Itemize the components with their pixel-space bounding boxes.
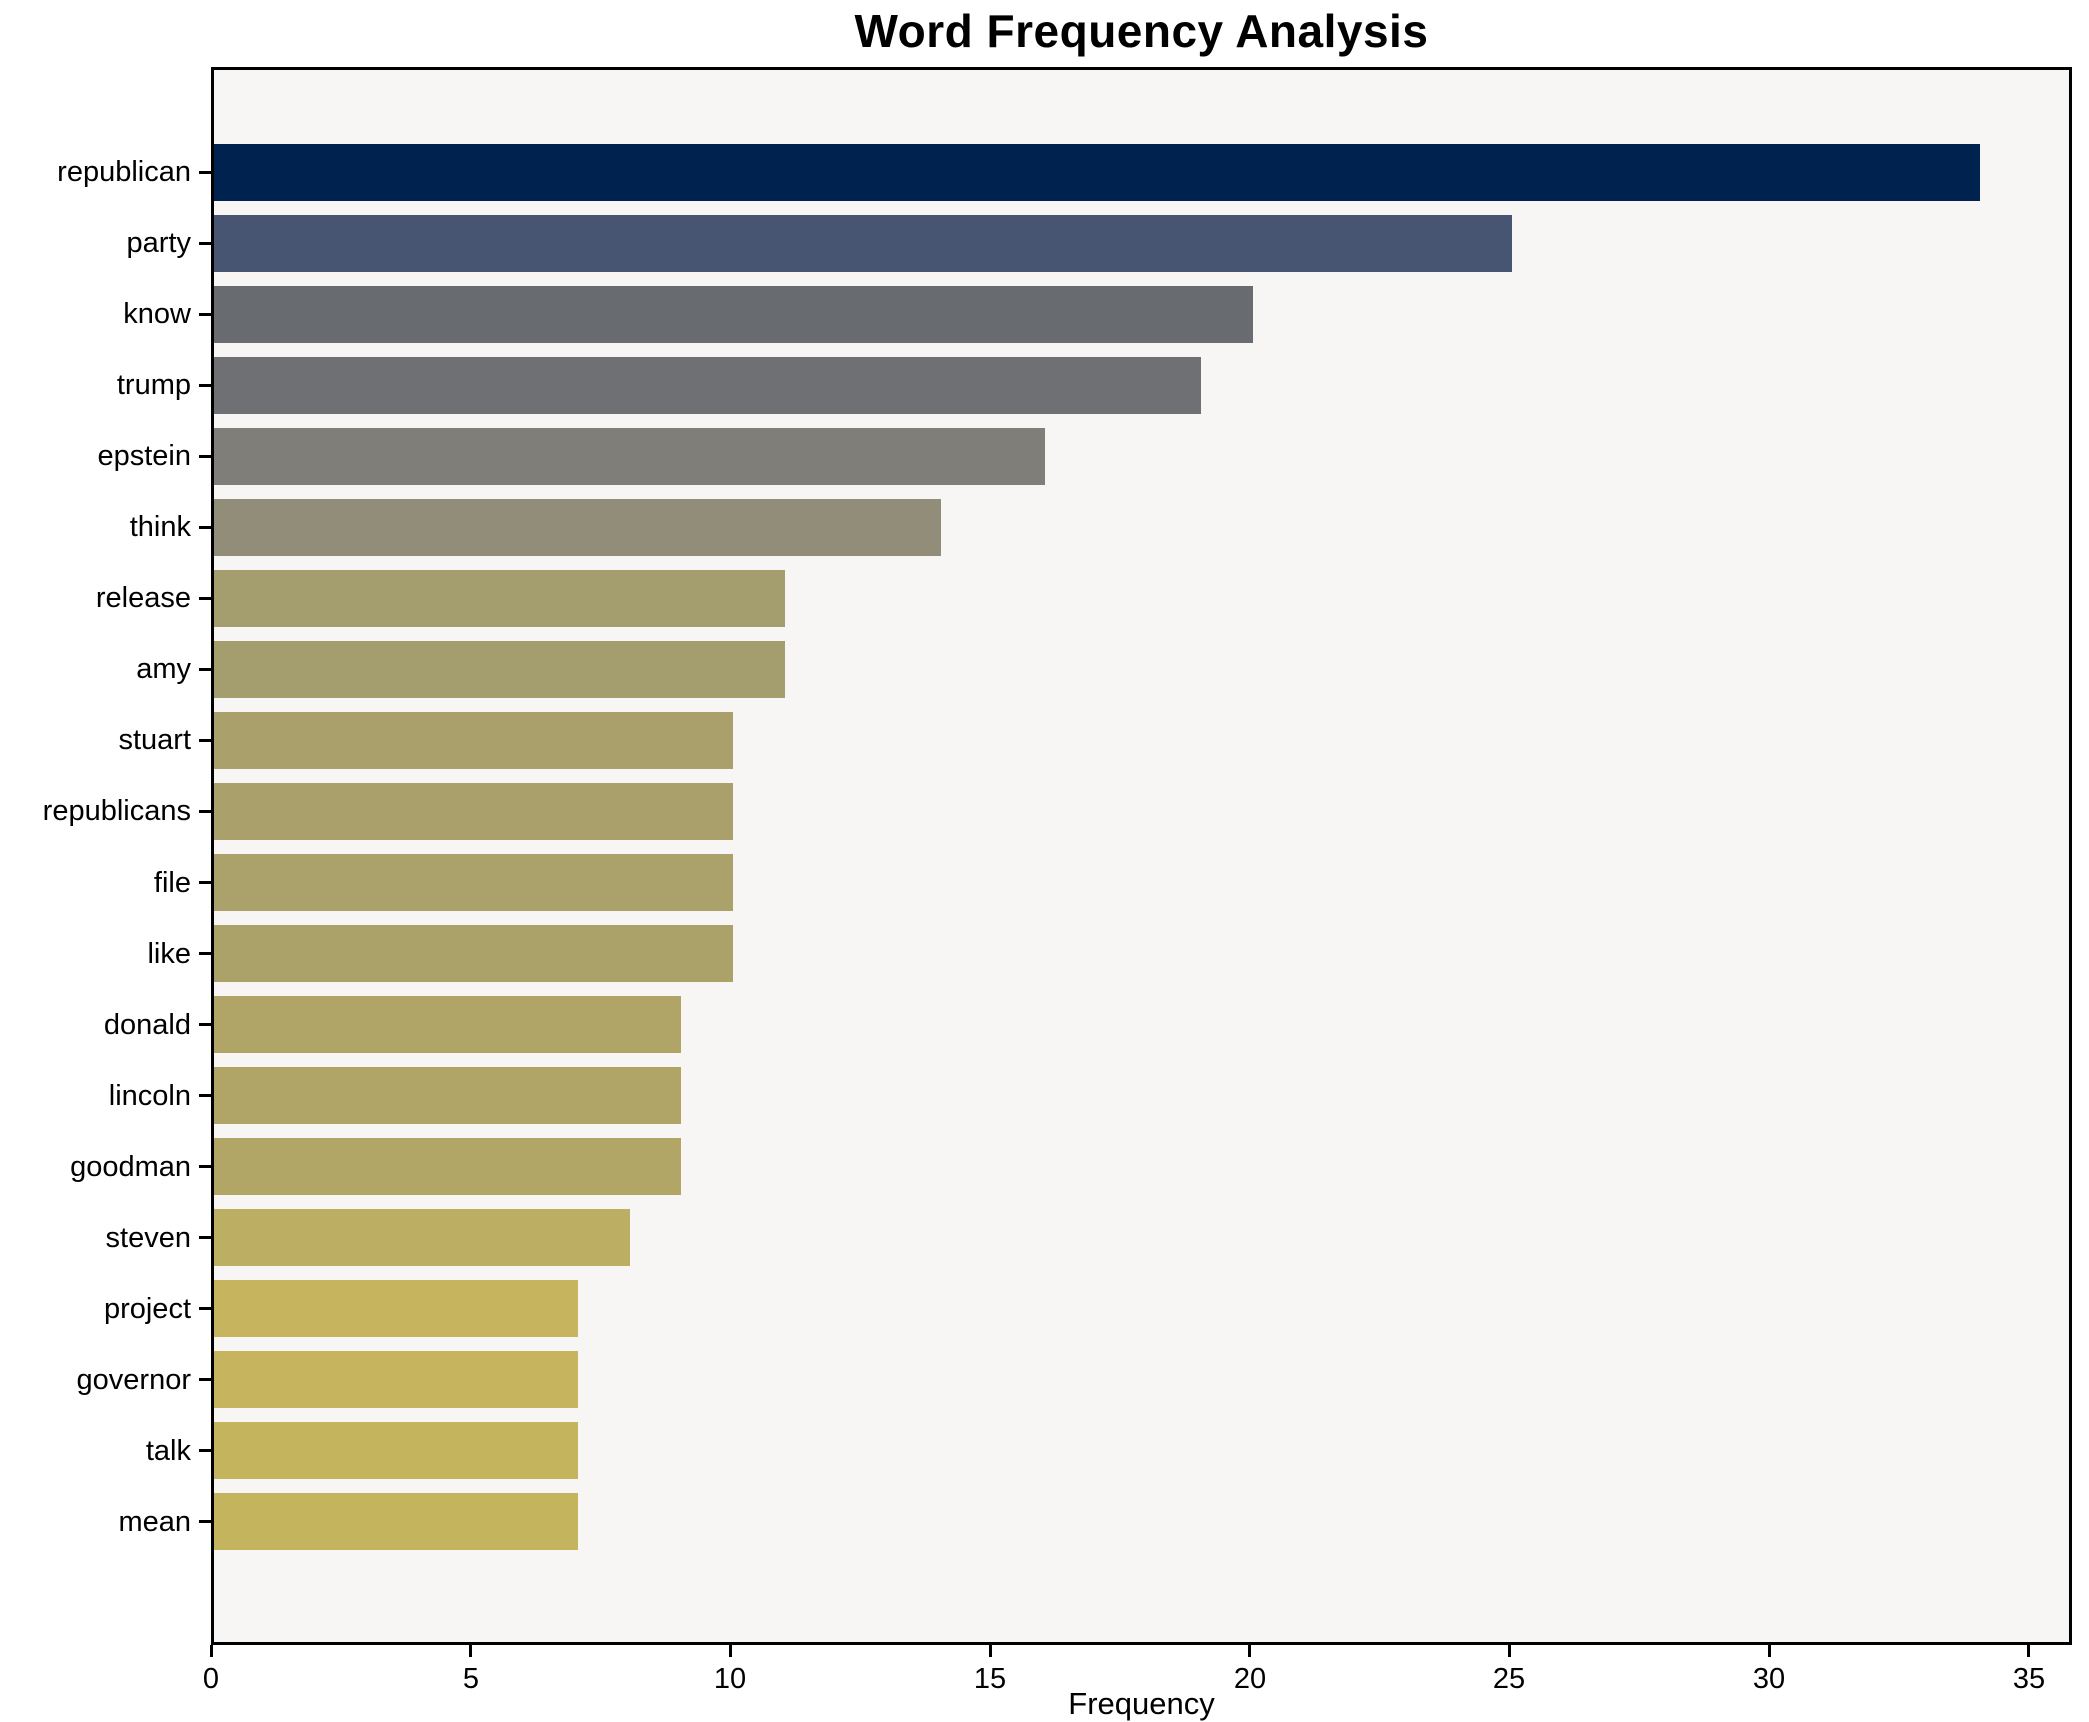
x-tick-mark xyxy=(989,1645,992,1657)
bar-know xyxy=(214,285,1253,343)
bar-republicans xyxy=(214,782,733,840)
x-tick-mark xyxy=(210,1645,213,1657)
y-tick-mark xyxy=(199,1520,211,1523)
bar-like xyxy=(214,925,733,983)
x-tick-mark xyxy=(469,1645,472,1657)
x-tick-mark xyxy=(1508,1645,1511,1657)
chart-title: Word Frequency Analysis xyxy=(854,5,1429,57)
y-tick-mark xyxy=(199,668,211,671)
y-tick-label-like: like xyxy=(147,938,191,970)
y-tick-mark xyxy=(199,1449,211,1452)
bar-governor xyxy=(214,1351,578,1409)
y-tick-label-project: project xyxy=(103,1293,191,1325)
x-tick-label-15: 15 xyxy=(973,1663,1007,1695)
bar-project xyxy=(214,1280,578,1338)
bar-donald xyxy=(214,996,681,1054)
y-tick-label-republican: republican xyxy=(57,156,191,188)
y-tick-label-trump: trump xyxy=(116,369,191,401)
x-tick-label-20: 20 xyxy=(1233,1663,1267,1695)
y-tick-label-governor: governor xyxy=(76,1364,191,1396)
y-tick-mark xyxy=(199,597,211,600)
y-tick-mark xyxy=(199,739,211,742)
y-tick-label-lincoln: lincoln xyxy=(108,1080,191,1112)
bar-stuart xyxy=(214,711,733,769)
y-tick-mark xyxy=(199,810,211,813)
bar-goodman xyxy=(214,1138,681,1196)
y-tick-label-mean: mean xyxy=(118,1506,191,1538)
y-tick-mark xyxy=(199,1023,211,1026)
y-tick-mark xyxy=(199,171,211,174)
bar-file xyxy=(214,854,733,911)
y-tick-mark xyxy=(199,1307,211,1310)
y-tick-label-epstein: epstein xyxy=(97,440,191,472)
x-tick-mark xyxy=(729,1645,732,1657)
plot-area xyxy=(211,67,2072,1645)
x-tick-label-35: 35 xyxy=(2012,1663,2046,1695)
y-tick-mark xyxy=(199,384,211,387)
x-tick-mark xyxy=(1768,1645,1771,1657)
x-tick-label-25: 25 xyxy=(1492,1663,1526,1695)
bar-mean xyxy=(214,1493,578,1551)
y-tick-mark xyxy=(199,1094,211,1097)
x-tick-label-5: 5 xyxy=(462,1663,480,1695)
x-tick-label-30: 30 xyxy=(1752,1663,1786,1695)
bar-release xyxy=(214,569,785,627)
y-tick-mark xyxy=(199,881,211,884)
bar-republican xyxy=(214,143,1980,201)
y-tick-label-know: know xyxy=(123,298,191,330)
y-tick-mark xyxy=(199,1165,211,1168)
y-tick-label-party: party xyxy=(126,227,191,259)
bar-party xyxy=(214,214,1512,272)
y-tick-label-steven: steven xyxy=(105,1222,191,1254)
x-axis-label: Frequency xyxy=(1068,1686,1215,1721)
x-tick-mark xyxy=(2027,1645,2030,1657)
y-tick-label-amy: amy xyxy=(136,653,191,685)
y-tick-label-donald: donald xyxy=(103,1009,191,1041)
y-tick-label-talk: talk xyxy=(145,1435,191,1467)
y-tick-label-file: file xyxy=(153,867,191,899)
y-tick-label-goodman: goodman xyxy=(70,1151,191,1183)
y-tick-mark xyxy=(199,242,211,245)
y-tick-label-stuart: stuart xyxy=(118,724,191,756)
y-tick-mark xyxy=(199,313,211,316)
x-tick-mark xyxy=(1248,1645,1251,1657)
x-tick-label-10: 10 xyxy=(713,1663,747,1695)
bar-lincoln xyxy=(214,1067,681,1125)
bar-trump xyxy=(214,356,1201,414)
y-tick-mark xyxy=(199,1378,211,1381)
y-tick-mark xyxy=(199,1236,211,1239)
bar-think xyxy=(214,498,941,556)
bar-steven xyxy=(214,1209,630,1267)
y-tick-label-think: think xyxy=(129,511,191,543)
bar-epstein xyxy=(214,427,1045,485)
y-tick-mark xyxy=(199,455,211,458)
y-tick-mark xyxy=(199,526,211,529)
x-tick-label-0: 0 xyxy=(202,1663,220,1695)
y-tick-mark xyxy=(199,952,211,955)
y-tick-label-republicans: republicans xyxy=(42,795,191,827)
bar-talk xyxy=(214,1422,578,1480)
y-tick-label-release: release xyxy=(95,582,191,614)
bar-amy xyxy=(214,640,785,698)
